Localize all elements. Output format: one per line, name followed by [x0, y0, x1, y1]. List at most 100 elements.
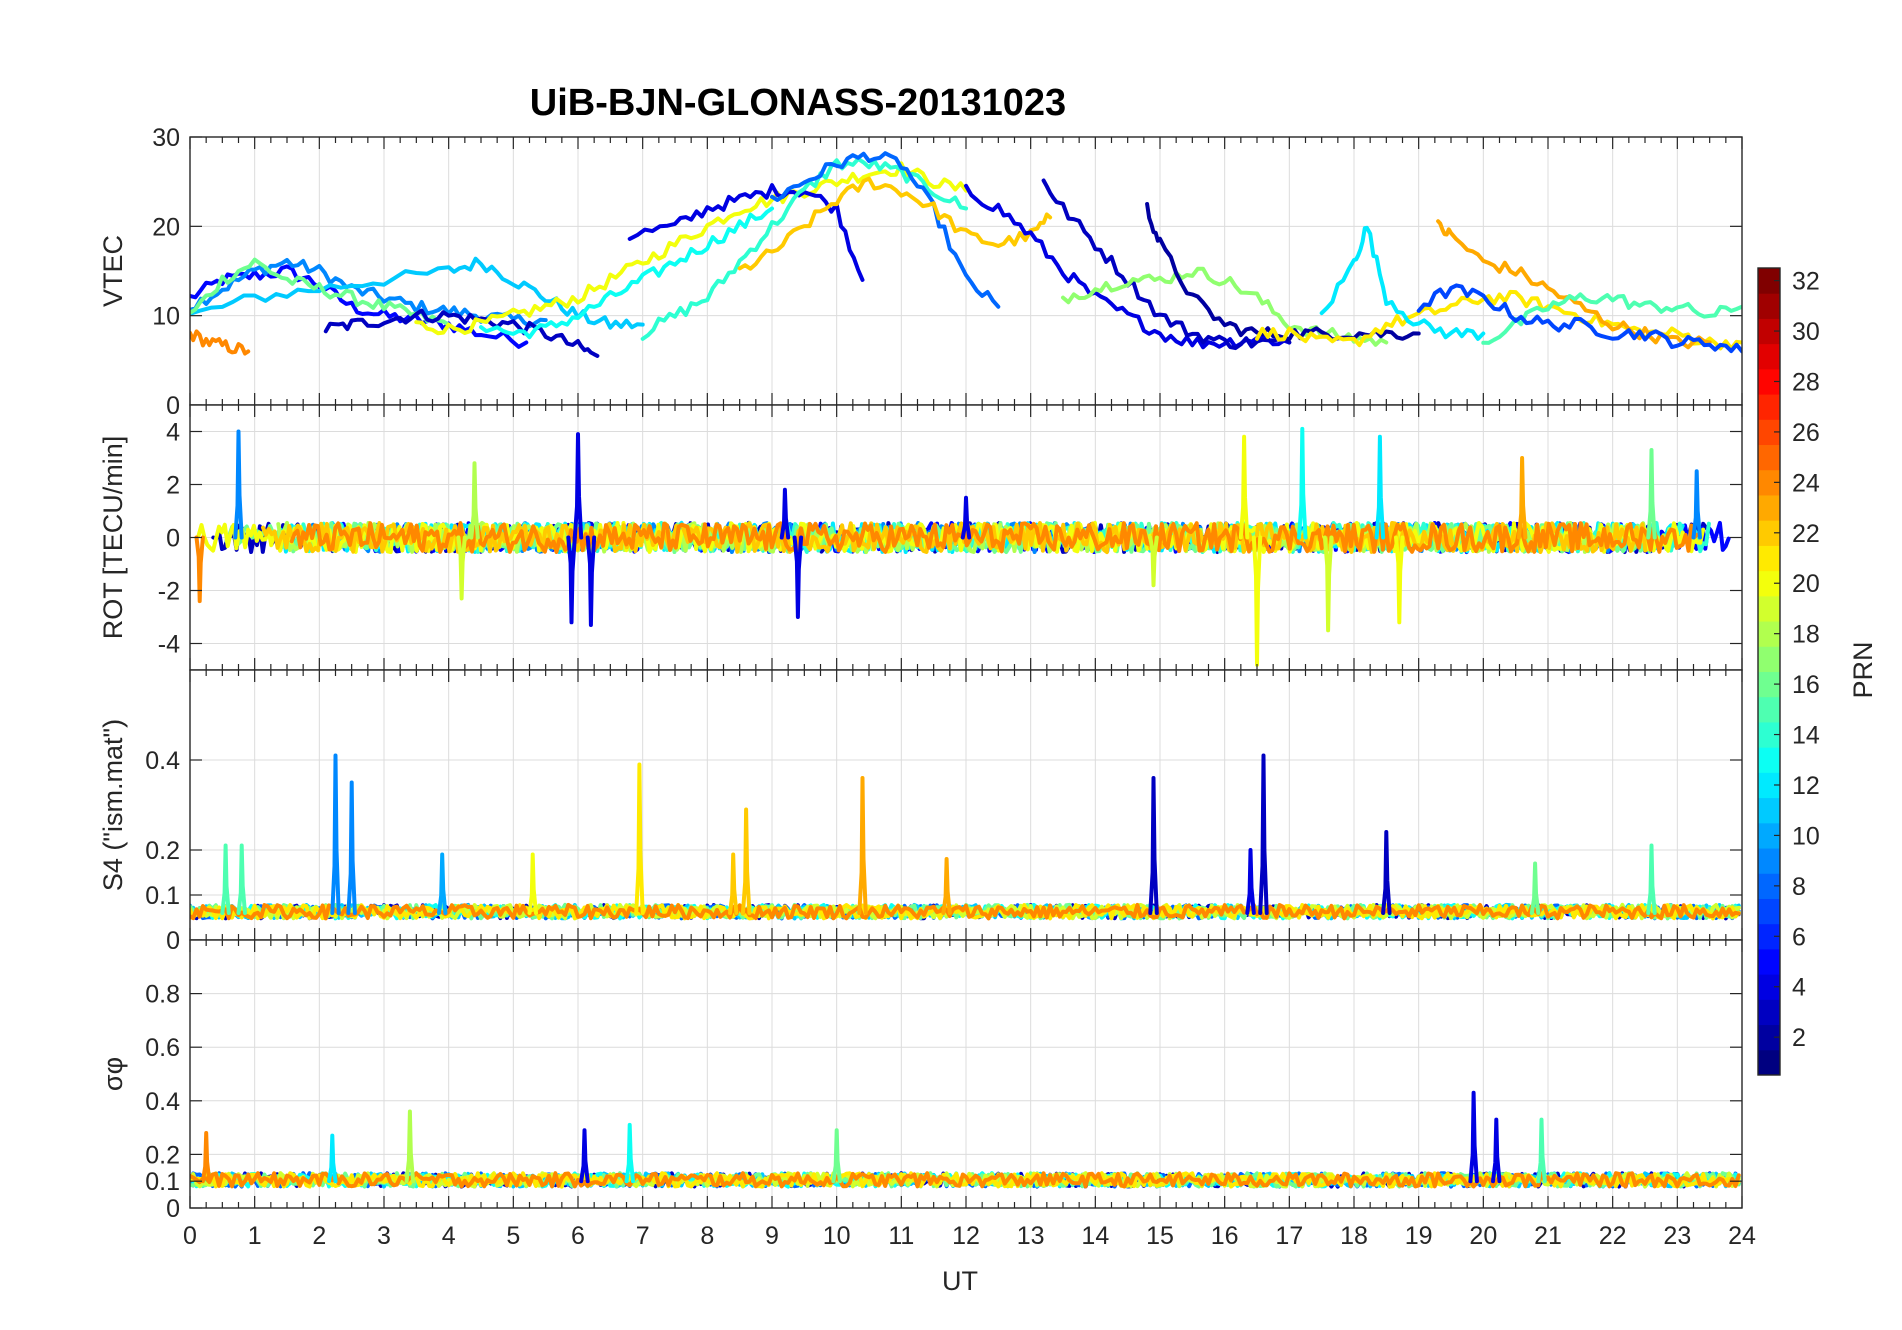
- colorbar-swatch: [1758, 545, 1780, 572]
- x-tick-label: 6: [571, 1222, 585, 1250]
- spike-mark: [220, 843, 231, 915]
- x-tick-label: 21: [1534, 1222, 1562, 1250]
- x-tick-label: 7: [636, 1222, 650, 1250]
- x-tick-label: 5: [506, 1222, 520, 1250]
- x-tick-label: 4: [442, 1222, 456, 1250]
- colorbar-tick-label: 30: [1792, 318, 1820, 346]
- x-tick-label: 15: [1146, 1222, 1174, 1250]
- x-tick-label: 1: [248, 1222, 262, 1250]
- colorbar-swatch: [1758, 293, 1780, 319]
- colorbar-swatch: [1758, 368, 1780, 395]
- colorbar-tick-label: 22: [1792, 520, 1820, 548]
- spike-mark: [579, 1128, 590, 1184]
- colorbar-swatch: [1758, 318, 1780, 345]
- colorbar-tick-label: 10: [1792, 822, 1820, 850]
- spike-mark: [1646, 448, 1657, 540]
- spike-mark: [585, 535, 597, 627]
- colorbar-tick-label: 26: [1792, 419, 1820, 447]
- plot-area: [190, 753, 1741, 921]
- vtec-series-line: [1416, 283, 1742, 354]
- x-tick-label: 12: [952, 1222, 980, 1250]
- colorbar-swatch: [1758, 721, 1780, 748]
- colorbar-swatch: [1758, 974, 1780, 1000]
- vtec-series-line: [414, 161, 968, 336]
- colorbar-swatch: [1758, 419, 1780, 446]
- spike-mark: [1529, 861, 1541, 915]
- colorbar-tick-label: 18: [1792, 621, 1820, 649]
- y-tick-label: 0.1: [145, 882, 180, 910]
- spike-mark: [1468, 1090, 1479, 1184]
- colorbar-swatch: [1758, 268, 1780, 294]
- x-tick-label: 22: [1599, 1222, 1627, 1250]
- y-axis-label: σφ: [98, 1057, 128, 1091]
- x-tick-label: 2: [312, 1222, 326, 1250]
- spike-mark: [1322, 535, 1334, 633]
- colorbar-tick-label: 4: [1792, 974, 1806, 1002]
- spike-mark: [236, 843, 247, 915]
- y-tick-label: 0.2: [145, 1141, 180, 1169]
- vtec-series-line: [770, 151, 1001, 309]
- colorbar-swatch: [1758, 520, 1780, 546]
- vtec-series-line: [1319, 225, 1486, 341]
- spike-mark: [960, 495, 972, 540]
- spike-mark: [779, 487, 791, 540]
- colorbar-tick-label: 8: [1792, 873, 1806, 901]
- x-tick-label: 14: [1081, 1222, 1109, 1250]
- x-tick-label: 17: [1275, 1222, 1303, 1250]
- spike-mark: [456, 535, 467, 601]
- spike-mark: [792, 535, 804, 619]
- spike-mark: [1258, 753, 1269, 915]
- x-tick-label: 8: [700, 1222, 714, 1250]
- vtec-series-line: [323, 308, 600, 358]
- colorbar-frame: [1757, 267, 1781, 1076]
- spike-mark: [1516, 456, 1528, 540]
- spike-mark: [1238, 434, 1250, 540]
- vtec-series-line: [737, 176, 1053, 271]
- spike-mark: [194, 535, 205, 604]
- vtec-series-line: [1481, 292, 1742, 345]
- spike-mark: [233, 429, 244, 540]
- plot-area: [194, 426, 1731, 667]
- spike-mark: [1691, 469, 1702, 540]
- y-axis-label: VTEC: [98, 235, 128, 307]
- spike-mark: [1297, 426, 1308, 540]
- spike-mark: [469, 461, 480, 540]
- x-tick-label: 3: [377, 1222, 391, 1250]
- colorbar-swatch: [1758, 898, 1780, 925]
- y-tick-label: 0.6: [145, 1034, 180, 1062]
- colorbar-swatch: [1758, 646, 1780, 672]
- colorbar-tick-label: 16: [1792, 671, 1820, 699]
- colorbar-swatch: [1758, 822, 1780, 849]
- colorbar-swatch: [1758, 923, 1780, 950]
- x-tick-label: 18: [1340, 1222, 1368, 1250]
- spike-mark: [1148, 535, 1159, 588]
- colorbar-swatch: [1758, 595, 1780, 622]
- spike-mark: [1374, 434, 1386, 540]
- vtec-series-line: [479, 206, 774, 340]
- colorbar-swatch: [1758, 494, 1780, 521]
- panel-1: 0 10 20 30 VTEC: [98, 124, 1743, 420]
- spike-mark: [566, 535, 577, 625]
- colorbar-swatch: [1758, 873, 1780, 899]
- spike-mark: [327, 1133, 338, 1184]
- spike-mark: [857, 776, 868, 915]
- panel-2: -4 -2 0 2 4 ROT [TECU/min]: [98, 404, 1743, 671]
- x-axis-label: UT: [942, 1266, 978, 1296]
- y-axis-label: S4 ("ism.mat"): [98, 719, 128, 891]
- index-series-line: [190, 1171, 1741, 1189]
- y-tick-label: -4: [158, 631, 180, 659]
- spike-mark: [1148, 776, 1159, 915]
- vtec-series-line: [627, 183, 865, 282]
- colorbar-tick-label: 12: [1792, 772, 1820, 800]
- spike-mark: [330, 753, 341, 915]
- y-tick-label: 0: [166, 1195, 180, 1223]
- spike-mark: [941, 857, 952, 915]
- vtec-series-line: [640, 156, 968, 341]
- spike-mark: [346, 780, 357, 915]
- colorbar-swatch: [1758, 848, 1780, 874]
- spike-mark: [1646, 843, 1657, 915]
- chart-title: UiB-BJN-GLONASS-20131023: [530, 82, 1066, 124]
- spike-mark: [740, 807, 752, 915]
